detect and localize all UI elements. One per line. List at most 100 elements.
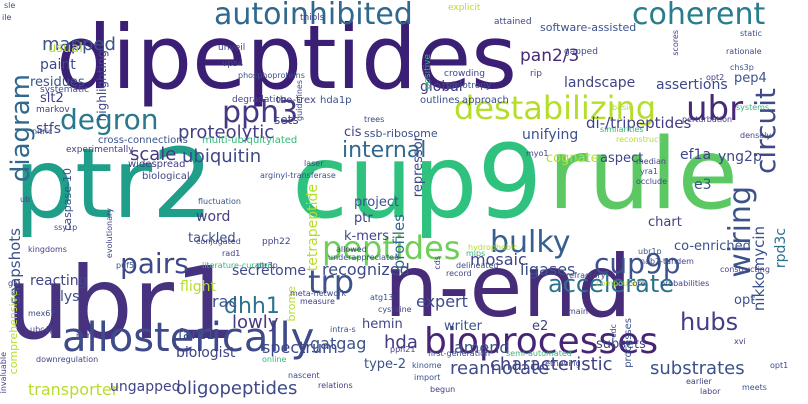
word: rip: [530, 69, 542, 79]
word: nascent: [288, 371, 320, 380]
word: peptides: [322, 229, 461, 267]
word: occlude: [636, 177, 667, 186]
word: writer: [444, 319, 483, 334]
word: mrnas: [76, 331, 102, 340]
word: characteristic: [490, 354, 613, 375]
word: opt2: [706, 73, 725, 82]
word: recognized: [322, 260, 410, 279]
word: ssy1p: [54, 223, 78, 232]
word: opt1: [770, 361, 789, 370]
word: amend: [454, 338, 510, 357]
word: explicit: [448, 3, 481, 13]
word: densely: [740, 131, 772, 140]
word: import: [414, 373, 441, 382]
word: ub: [20, 195, 31, 204]
word: systematic: [40, 85, 90, 95]
word: k-mers: [344, 229, 389, 244]
word: project: [354, 195, 400, 210]
word: pph3: [222, 95, 299, 130]
word: mips: [466, 249, 486, 258]
word: allosterically: [62, 315, 315, 361]
word: static: [740, 29, 762, 38]
word: unveil: [218, 43, 246, 53]
word: downregulation: [36, 355, 99, 364]
word: kingdoms: [28, 245, 67, 254]
word: mex67: [28, 309, 56, 318]
word: substrates: [650, 358, 745, 379]
word: markov: [36, 105, 70, 115]
word: literature-curated: [202, 261, 273, 270]
word: chart: [648, 215, 682, 230]
word: thiols: [300, 13, 325, 23]
word: lowly: [232, 312, 279, 333]
word: lys: [60, 289, 80, 305]
word: vps4: [222, 59, 244, 69]
word: paint: [40, 57, 76, 73]
word: fluctuation: [198, 197, 241, 206]
word: dipeptides: [56, 6, 517, 109]
word: conjugated: [196, 237, 241, 246]
word: earlier: [686, 377, 712, 386]
word: scores: [671, 30, 680, 56]
word: subsets: [596, 337, 646, 352]
word: pph22: [262, 237, 291, 247]
word: median: [636, 157, 666, 166]
word: attained: [494, 17, 532, 27]
word: atg13: [370, 293, 394, 302]
word: trp: [308, 263, 355, 301]
word: yng2p: [718, 149, 762, 165]
word: global: [420, 79, 463, 95]
word: allowed: [336, 245, 367, 254]
word: hda1p: [320, 95, 352, 106]
word: ptr2: [14, 128, 214, 240]
word: bulky: [490, 225, 571, 260]
word: meta-network: [290, 289, 347, 298]
word: slt2: [40, 91, 64, 106]
word: spectrum: [262, 338, 338, 357]
word: laser: [304, 159, 324, 168]
word: myo1: [526, 149, 549, 158]
word: transporter: [28, 380, 119, 399]
word: pairs: [120, 247, 189, 280]
word: perturbation: [682, 115, 733, 124]
word: accelerate: [548, 270, 675, 298]
word: first-generation: [428, 349, 491, 358]
word: gly: [8, 279, 21, 288]
word: ptr3p: [256, 261, 278, 270]
word: residues: [30, 75, 85, 90]
word: e3: [694, 177, 712, 193]
word: hemin: [362, 317, 403, 332]
word: unifying: [522, 127, 579, 143]
word: ef1a: [680, 147, 712, 163]
word: rationale: [726, 47, 762, 56]
word: cysteine: [378, 305, 412, 314]
word: guidelines: [295, 80, 304, 121]
word: widespread: [128, 159, 186, 170]
word: ungapped: [110, 379, 181, 395]
word: comprehensive: [7, 290, 20, 375]
word: compounds: [596, 279, 643, 288]
word: ubr: [686, 89, 744, 129]
word: gapped: [564, 47, 598, 57]
word: measure: [300, 297, 335, 306]
word: main: [568, 307, 588, 316]
word: cis: [344, 125, 362, 140]
word: word: [196, 209, 231, 225]
word: repressor: [411, 136, 426, 198]
word: secretome: [232, 263, 306, 279]
word: record: [446, 269, 472, 278]
word: chs3p: [730, 63, 754, 72]
word: cross-connections: [98, 135, 188, 146]
word: hda: [384, 332, 418, 353]
word: ptr: [354, 211, 373, 226]
word: puf5: [116, 261, 135, 270]
word: co-enriched: [674, 239, 751, 254]
word: landscape: [564, 75, 636, 91]
word: systems: [736, 103, 770, 112]
word: dhh1: [224, 294, 280, 319]
word: hubs: [680, 308, 739, 336]
word: approach: [462, 95, 509, 106]
word: pleiotropy: [446, 81, 492, 91]
word: constructing: [720, 265, 770, 274]
